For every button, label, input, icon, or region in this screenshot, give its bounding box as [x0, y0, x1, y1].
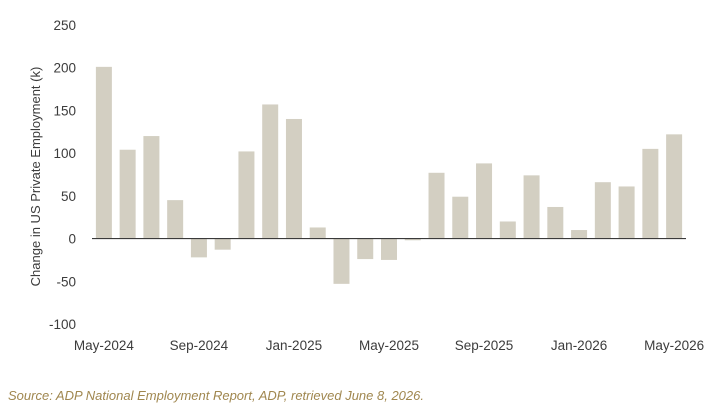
- x-axis-ticks: May-2024 Sep-2024 Jan-2025 May-2025 Sep-2025…: [74, 338, 704, 353]
- y-axis-label: Change in US Private Employment (k): [28, 67, 43, 287]
- bar: [666, 134, 683, 239]
- bar: [143, 136, 160, 239]
- bar: [190, 238, 207, 258]
- bar: [594, 182, 611, 239]
- x-tick-label: May-2026: [644, 338, 704, 353]
- y-tick-label: 100: [53, 146, 76, 161]
- bar: [357, 238, 374, 260]
- bar: [167, 200, 184, 239]
- x-tick-label: May-2024: [74, 338, 135, 353]
- bar: [333, 238, 350, 284]
- bar: [262, 104, 279, 239]
- bar: [119, 149, 136, 239]
- bar: [285, 118, 302, 239]
- bar: [452, 196, 469, 239]
- bar: [642, 148, 659, 239]
- x-tick-label: Sep-2025: [455, 338, 514, 353]
- x-tick-label: Sep-2024: [170, 338, 229, 353]
- bar: [476, 163, 493, 239]
- bar: [499, 221, 516, 239]
- y-tick-label: 0: [68, 232, 76, 247]
- bar: [238, 151, 255, 239]
- y-axis-ticks: 250 200 150 100 50 0 -50 -100: [49, 18, 76, 332]
- x-tick-label: Jan-2026: [551, 338, 607, 353]
- bar: [95, 66, 112, 239]
- y-tick-label: 250: [53, 18, 76, 33]
- y-tick-label: -50: [56, 274, 76, 289]
- bar: [523, 175, 540, 239]
- bar: [618, 186, 635, 239]
- y-tick-label: 150: [53, 103, 76, 118]
- y-tick-label: 50: [61, 189, 76, 204]
- bar: [381, 238, 397, 260]
- bar: [428, 172, 445, 239]
- y-tick-label: -100: [49, 317, 76, 332]
- y-tick-label: 200: [53, 61, 76, 76]
- bar: [404, 238, 421, 241]
- bar-chart: 250 200 150 100 50 0 -50 -100 May-2024 Sep-2024 J…: [28, 18, 704, 353]
- bar: [309, 227, 326, 239]
- bar: [547, 206, 564, 239]
- bar: [214, 238, 231, 250]
- bar: [571, 230, 588, 239]
- x-tick-label: Jan-2025: [266, 338, 322, 353]
- bar-series: [95, 66, 683, 284]
- x-tick-label: May-2025: [359, 338, 419, 353]
- source-note: Source: ADP National Employment Report, …: [8, 388, 424, 403]
